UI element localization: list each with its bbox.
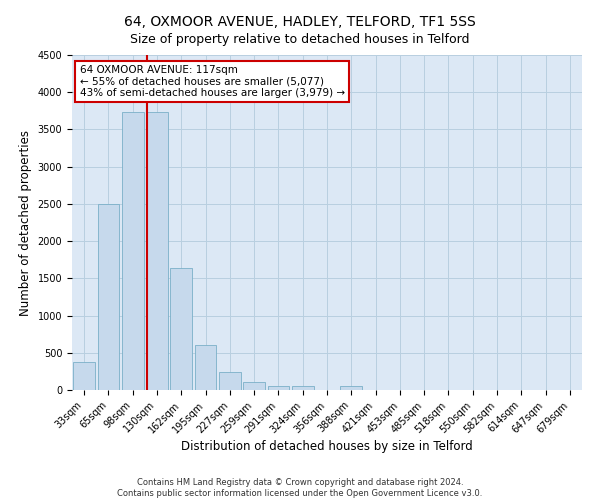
X-axis label: Distribution of detached houses by size in Telford: Distribution of detached houses by size …	[181, 440, 473, 454]
Bar	[268, 386, 289, 390]
Text: 64 OXMOOR AVENUE: 117sqm
← 55% of detached houses are smaller (5,077)
43% of sem: 64 OXMOOR AVENUE: 117sqm ← 55% of detach…	[80, 65, 345, 98]
Bar	[73, 362, 95, 390]
Bar	[292, 386, 314, 390]
Y-axis label: Number of detached properties: Number of detached properties	[19, 130, 32, 316]
Bar	[340, 386, 362, 390]
Text: Contains HM Land Registry data © Crown copyright and database right 2024.
Contai: Contains HM Land Registry data © Crown c…	[118, 478, 482, 498]
Bar	[97, 204, 119, 390]
Bar	[122, 112, 143, 390]
Text: Size of property relative to detached houses in Telford: Size of property relative to detached ho…	[130, 32, 470, 46]
Bar	[194, 346, 217, 390]
Bar	[146, 112, 168, 390]
Bar	[170, 268, 192, 390]
Text: 64, OXMOOR AVENUE, HADLEY, TELFORD, TF1 5SS: 64, OXMOOR AVENUE, HADLEY, TELFORD, TF1 …	[124, 15, 476, 29]
Bar	[243, 382, 265, 390]
Bar	[219, 372, 241, 390]
